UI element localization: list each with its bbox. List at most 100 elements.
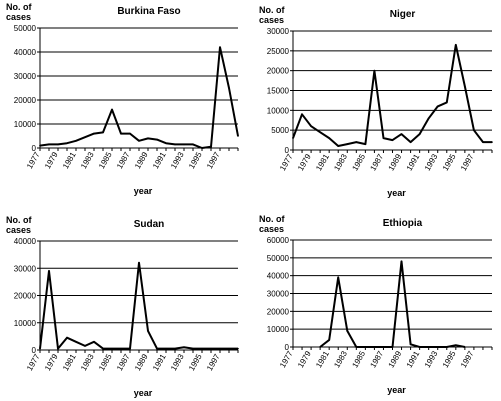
chart2-data-point: [427, 117, 430, 120]
chart3-data-point: [75, 341, 77, 343]
chart1-data-point: [192, 143, 194, 146]
chart1-ytick-label: 20000: [14, 96, 37, 105]
chart4-data-point: [409, 343, 412, 346]
chart3-data-point: [57, 347, 59, 350]
chart3-ylabel: No. of cases: [6, 215, 32, 235]
chart2-data-point: [346, 143, 349, 145]
chart2-data-point: [292, 137, 294, 139]
chart3-xtick-label: 1983: [79, 352, 96, 372]
chart4-ylabel: No. of cases: [259, 214, 285, 234]
chart2-xtick-label: 1989: [387, 152, 404, 172]
chart2-data-point: [355, 141, 358, 143]
chart1-data-point: [84, 136, 86, 138]
chart3-xtick-label: 1985: [97, 352, 114, 372]
chart4-xtick-label: 1985: [350, 349, 367, 369]
chart1-xtick-label: 1983: [79, 150, 96, 170]
chart3-title: Sudan: [134, 219, 165, 230]
chart1-data-point: [174, 143, 176, 146]
chart3-ytick-label: 30000: [14, 264, 37, 273]
chart1-ytick-label: 0: [32, 144, 37, 153]
chart2-xtick-label: 1991: [405, 152, 422, 172]
chart4-data-point: [427, 346, 430, 348]
chart3-xlabel: year: [134, 388, 153, 398]
chart2-ytick-label: 5000: [271, 126, 289, 135]
chart3-xtick-label: 1995: [187, 352, 204, 372]
chart4-title: Ethiopia: [383, 218, 423, 229]
chart1-xtick-label: 1993: [169, 150, 186, 170]
chart2-xtick-label: 1993: [423, 152, 440, 172]
chart3-data-point: [156, 347, 158, 350]
chart2-xtick-label: 1987: [368, 152, 385, 172]
chart1-data-point: [219, 46, 221, 48]
chart4-xtick-label: 1979: [296, 349, 313, 369]
chart1-xtick-label: 1989: [133, 150, 150, 170]
chart4-ytick-label: 10000: [267, 325, 290, 334]
chart4-data-point: [373, 346, 376, 348]
chart3-data-point: [129, 347, 131, 350]
chart2-data-point: [445, 101, 448, 104]
chart2-ytick-label: 15000: [267, 87, 290, 96]
chart4-ytick-label: 60000: [267, 236, 290, 245]
chart2-ytick-label: 10000: [267, 106, 290, 115]
chart2-xtick-label: 1985: [350, 152, 367, 172]
chart2-data-point: [382, 137, 385, 139]
chart1-xtick-label: 1995: [187, 150, 204, 170]
chart3-xtick-label: 1993: [169, 352, 186, 372]
chart4-ytick-label: 40000: [267, 272, 290, 281]
chart1-data-point: [39, 144, 41, 147]
chart4-xlabel: year: [387, 385, 406, 395]
chart3-data-point: [102, 347, 104, 350]
chart2-data-point: [482, 141, 484, 143]
chart4-data-point: [328, 339, 330, 341]
chart2-xtick-label: 1995: [441, 152, 458, 172]
chart3-data-point: [210, 347, 212, 350]
chart4-ytick-label: 20000: [267, 307, 290, 316]
chart1-data-point: [201, 147, 203, 149]
chart4-xtick-label: 1977: [278, 349, 295, 369]
chart4-xtick-label: 1983: [332, 349, 349, 369]
chart2-data-point: [473, 129, 475, 131]
chart3-ytick-label: 0: [32, 346, 37, 355]
chart1-series-line: [39, 46, 239, 149]
chart2-xtick-label: 1981: [314, 152, 331, 172]
chart2-data-point: [301, 113, 303, 116]
chart2-data-point: [319, 131, 321, 133]
chart1-data-point: [228, 87, 230, 89]
chart2-data-point: [337, 145, 340, 147]
chart4-data-point: [400, 260, 403, 263]
chart2-data-point: [455, 44, 457, 46]
chart2-data-point: [400, 133, 403, 135]
chart2-data-point: [364, 143, 367, 145]
chart3-ytick-label: 40000: [14, 237, 37, 246]
chart4-xtick-label: 1997: [459, 349, 476, 369]
chart1-xtick-label: 1977: [25, 150, 42, 170]
chart3-data-point: [183, 346, 185, 349]
chart1-data-point: [111, 108, 113, 111]
chart3-xtick-label: 1989: [133, 352, 150, 372]
chart3-series-line: [39, 261, 238, 350]
chart2-data-point: [373, 69, 376, 72]
chart4-data-point: [355, 346, 358, 348]
chart3-data-point: [39, 347, 41, 350]
chart2-xtick-label: 1979: [296, 152, 313, 172]
chart2-data-point: [464, 85, 466, 88]
chart2-ytick-label: 25000: [267, 47, 290, 56]
chart3-ytick-label: 20000: [14, 292, 37, 301]
chart4-data-point: [455, 344, 457, 347]
chart2-data-point: [436, 105, 439, 108]
chart2-xtick-label: 1983: [332, 152, 349, 172]
chart2-data-point: [409, 141, 412, 143]
chart3-data-point: [66, 336, 68, 339]
chart4-data-point: [464, 346, 466, 348]
chart1-data-point: [102, 131, 104, 134]
chart3-data-point: [147, 330, 149, 332]
chart3-data-point: [165, 347, 167, 350]
chart1-ytick-label: 40000: [14, 48, 37, 57]
chart1-data-point: [237, 135, 239, 137]
chart1-xtick-label: 1979: [43, 150, 60, 170]
chart1-xtick-label: 1985: [97, 150, 114, 170]
chart3-data-point: [84, 345, 86, 347]
chart4-data-point: [319, 346, 321, 348]
chart3-data-point: [219, 347, 221, 350]
chart4-data-point: [337, 276, 340, 279]
